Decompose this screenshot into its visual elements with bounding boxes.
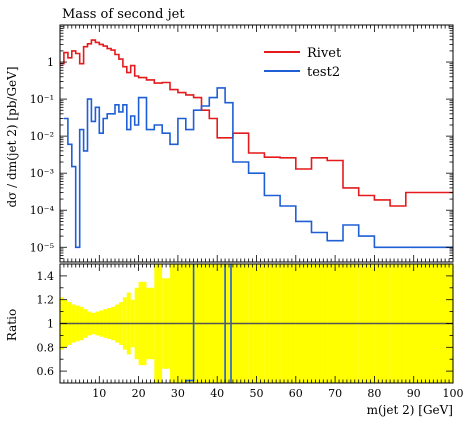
x-tick-label: 40 [210, 387, 224, 400]
ratio-y-tick-label: 0.8 [37, 341, 55, 354]
main-plot-area [59, 24, 454, 263]
y-tick-label: 10⁻⁵ [30, 241, 54, 254]
x-tick-label: 80 [367, 387, 381, 400]
series-line-rivet [60, 39, 453, 207]
x-tick-label: 70 [328, 387, 342, 400]
ratio-plot-area [59, 263, 454, 384]
ratio-y-tick-label: 0.6 [37, 365, 55, 378]
y-tick-label: 10⁻¹ [30, 93, 54, 106]
x-tick-label: 20 [132, 387, 146, 400]
ratio-panel: 1.4 1.2 1 0.8 0.6 10 20 30 40 50 60 70 80 90 100 Rati… [5, 263, 464, 417]
main-frame [59, 24, 454, 263]
x-tick-label: 30 [171, 387, 185, 400]
x-tick-label: 50 [250, 387, 264, 400]
x-tick-label: 100 [443, 387, 464, 400]
ratio-y-tick-label: 1.4 [37, 270, 55, 283]
series-line-test2 [63, 87, 453, 249]
legend-rivet-label: Rivet [307, 46, 342, 61]
y-tick-label: 10⁻² [30, 130, 54, 143]
ratio-y-tick-label: 1 [47, 318, 54, 331]
main-y-ticks: 1 10⁻¹ 10⁻² 10⁻³ 10⁻⁴ 10⁻⁵ [30, 24, 453, 263]
x-tick-label: 60 [289, 387, 303, 400]
x-tick-label: 10 [92, 387, 106, 400]
ratio-y-tick-label: 1.2 [37, 294, 55, 307]
x-axis-label: m(jet 2) [GeV] [367, 403, 453, 417]
ratio-x-ticks: 10 20 30 40 50 60 70 80 90 100 [63, 264, 464, 400]
ratio-y-ticks: 1.4 1.2 1 0.8 0.6 [37, 263, 453, 384]
main-panel: Mass of second jet 1 10⁻¹ 10⁻² 10⁻³ 10⁻⁴ 10⁻⁵… [5, 7, 454, 263]
y-tick-label: 10⁻⁴ [30, 204, 55, 217]
main-y-axis-label: dσ / dm(jet 2) [pb/GeV] [5, 67, 19, 208]
x-tick-label: 90 [407, 387, 421, 400]
y-tick-label: 10⁻³ [30, 167, 54, 180]
legend-test2-label: test2 [307, 65, 340, 80]
ratio-y-axis-label: Ratio [5, 309, 19, 341]
legend: Rivet test2 [264, 46, 342, 80]
y-tick-label: 1 [47, 56, 54, 69]
chart-title: Mass of second jet [62, 7, 185, 22]
